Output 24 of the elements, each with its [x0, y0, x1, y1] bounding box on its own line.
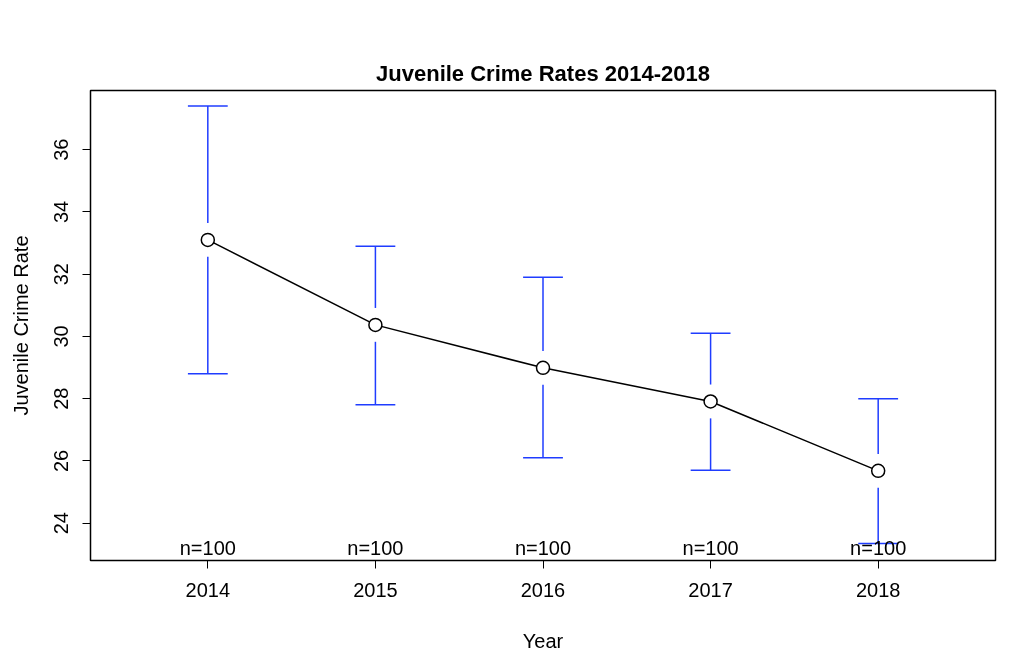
- annotation: n=100: [347, 536, 404, 559]
- point: [535, 360, 551, 376]
- annotation: n=100: [514, 536, 572, 559]
- y-tick-label: 36: [50, 138, 73, 161]
- x-tick-label: 2017: [688, 578, 733, 601]
- point: [703, 394, 718, 409]
- y-tick-label: 24: [50, 512, 73, 535]
- y-tick-label: 30: [50, 325, 73, 348]
- y-axis-title: Juvenile Crime Rate: [9, 235, 32, 416]
- y-tick-label: 26: [50, 449, 73, 473]
- annotation: n=100: [179, 536, 236, 559]
- chart-title: Juvenile Crime Rates 2014-2018: [376, 60, 710, 86]
- y-tick-label: 34: [50, 200, 73, 224]
- x-axis-title: Year: [522, 629, 564, 652]
- x-tick-label: 2016: [520, 578, 566, 601]
- y-tick-label: 28: [50, 387, 73, 410]
- annotation: n=100: [682, 536, 739, 559]
- point: [870, 463, 886, 479]
- point: [200, 232, 216, 248]
- x-tick-label: 2015: [353, 578, 398, 601]
- x-tick-label: 2014: [185, 578, 231, 601]
- point: [368, 317, 383, 333]
- x-tick-label: 2018: [855, 578, 901, 601]
- y-tick-label: 32: [50, 263, 73, 286]
